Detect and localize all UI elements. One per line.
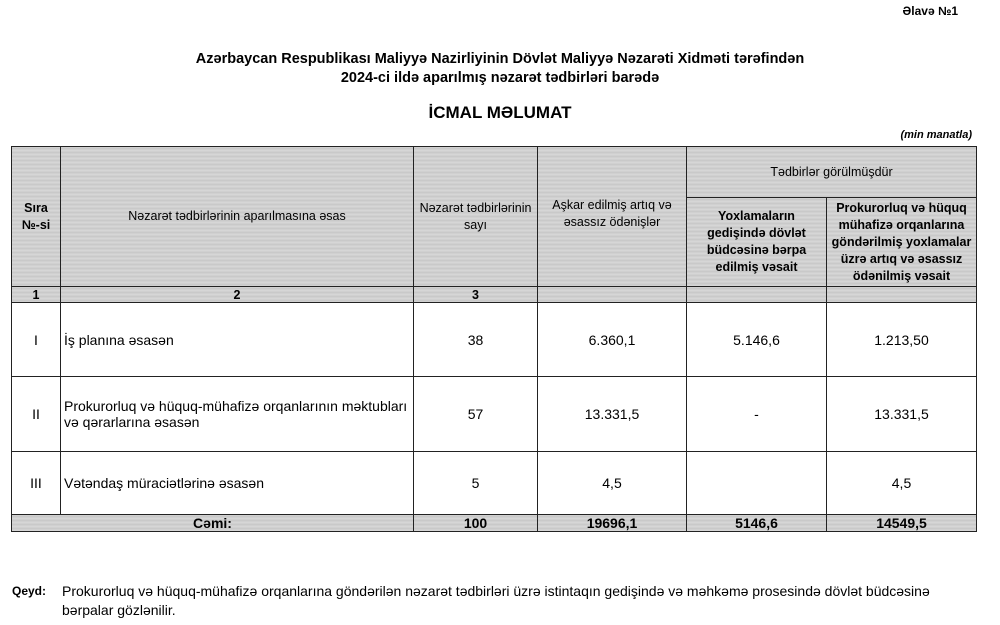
table-row: I İş planına əsasən 38 6.360,1 5.146,6 1… [11,302,977,377]
summary-heading: İCMAL MƏLUMAT [428,103,572,122]
header-measures: Tədbirlər görülmüşdür [686,146,977,198]
annex-label: Əlavə №1 [902,4,958,18]
table-row: II Prokurorluq və hüquq-mühafizə orqanla… [11,376,977,452]
document-title: Azərbaycan Respublikası Maliyyə Nazirliy… [195,51,805,86]
column-number-row: 1 2 3 [11,286,977,303]
note-label: Qeyd: [12,584,47,598]
header-count: Nəzarət tədbirlərinin sayı [413,146,538,287]
header-restored: Yoxlamaların gedişində dövlət büdcəsinə … [686,197,827,287]
table-row: III Vətəndaş müraciətlərinə əsasən 5 4,5… [11,451,977,515]
header-basis: Nəzarət tədbirlərinin aparılmasına əsas [60,146,414,287]
header-found: Aşkar edilmiş artıq və əsassız ödənişlər [537,146,687,287]
total-row: Cəmi: 100 19696,1 5146,6 14549,5 [11,514,977,532]
note-text: Prokurorluq və hüquq-mühafizə orqanların… [62,583,930,618]
header-sira: Sıra №-si [11,146,61,287]
unit-label: (min manatla) [900,129,972,141]
header-sent: Prokurorluq və hüquq mühafizə orqanların… [826,197,977,287]
summary-table: Sıra №-si Nəzarət tədbirlərinin aparılma… [11,146,977,532]
